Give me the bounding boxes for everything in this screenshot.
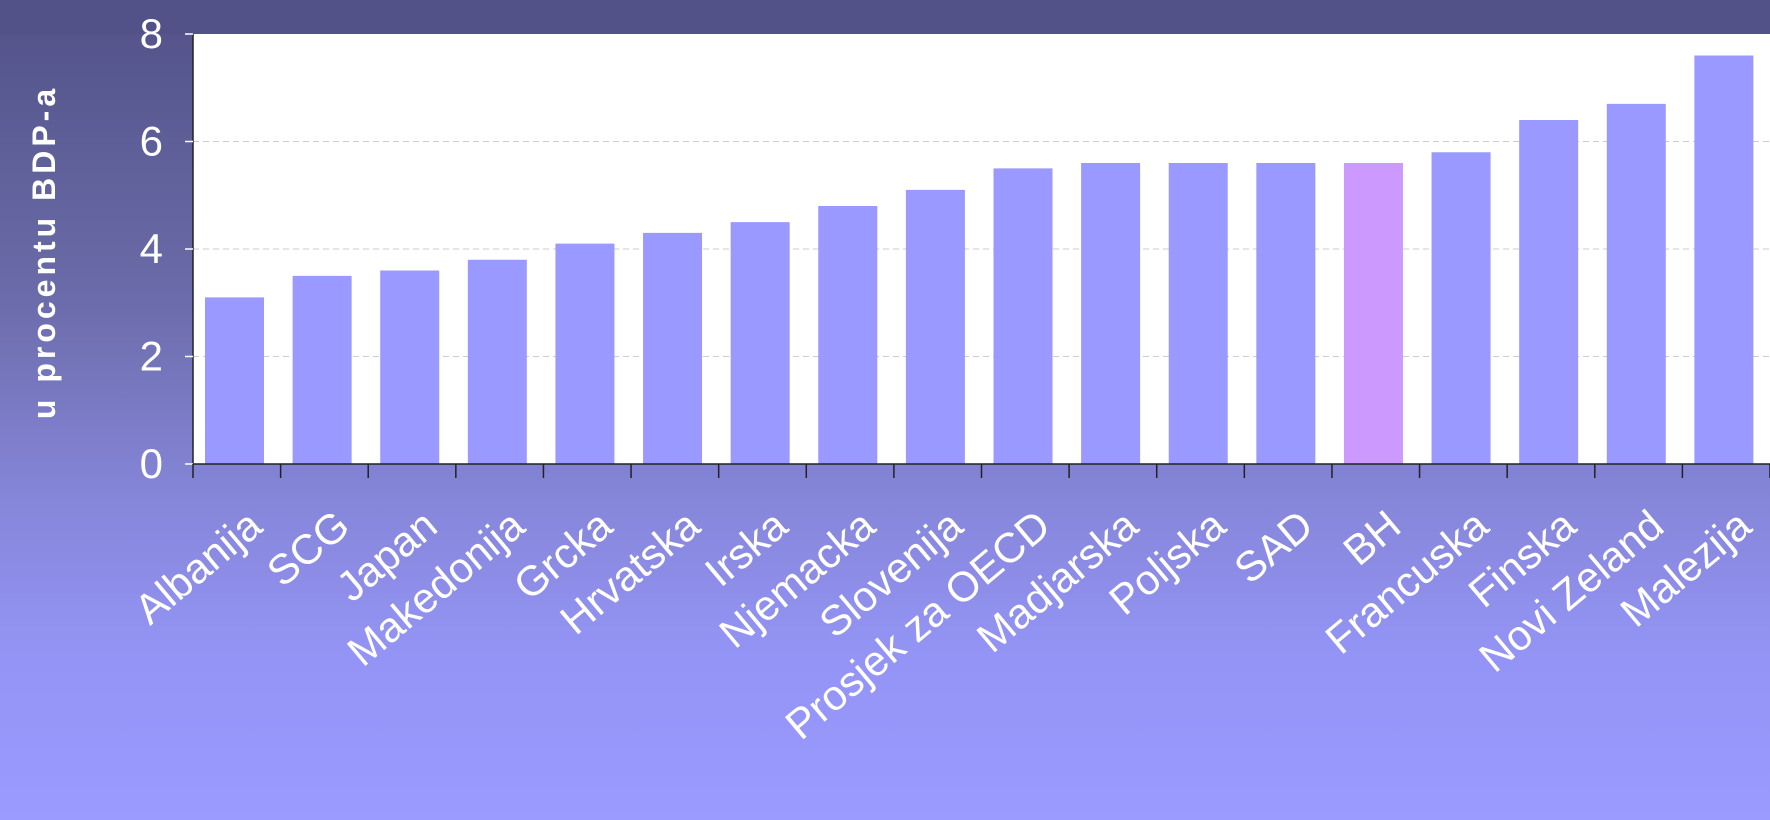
y-tick-label: 6 — [140, 118, 163, 165]
y-tick-label: 4 — [140, 225, 163, 272]
gridlines — [193, 141, 1770, 357]
bar-albanija — [205, 297, 264, 464]
axes — [185, 33, 1770, 478]
bar-francuska — [1431, 152, 1491, 464]
top-band — [0, 0, 1770, 34]
bar-irska — [730, 222, 790, 464]
bar-madjarska — [1081, 163, 1141, 464]
y-tick-label: 2 — [140, 333, 163, 380]
bar-hrvatska — [643, 232, 703, 464]
y-tick-labels: 0 2 4 6 8 — [140, 10, 163, 487]
bar-scg — [292, 275, 352, 464]
bar-malezija — [1694, 55, 1754, 464]
bar-bh — [1343, 163, 1403, 464]
y-tick-label: 8 — [140, 10, 163, 57]
bar-finska — [1519, 120, 1579, 464]
bar-sad — [1256, 163, 1316, 464]
bars — [205, 55, 1754, 464]
y-tick-label: 0 — [140, 440, 163, 487]
bar-makedonija — [467, 259, 527, 464]
bar-prosjek-za-oecd — [993, 168, 1053, 464]
x-tick-label: SAD — [1225, 501, 1321, 593]
bar-novi-zeland — [1606, 103, 1666, 464]
bar-japan — [380, 270, 440, 464]
bar-poljska — [1168, 163, 1228, 464]
y-axis-label: u procentu BDP-a — [26, 85, 62, 419]
bar-slovenija — [905, 189, 965, 464]
x-tick-label: Albanija — [126, 500, 271, 632]
x-tick-labels: AlbanijaSCGJapanMakedonijaGrckaHrvatskaI… — [126, 500, 1761, 748]
bar-grcka — [555, 243, 615, 464]
bar-njemacka — [818, 206, 878, 464]
